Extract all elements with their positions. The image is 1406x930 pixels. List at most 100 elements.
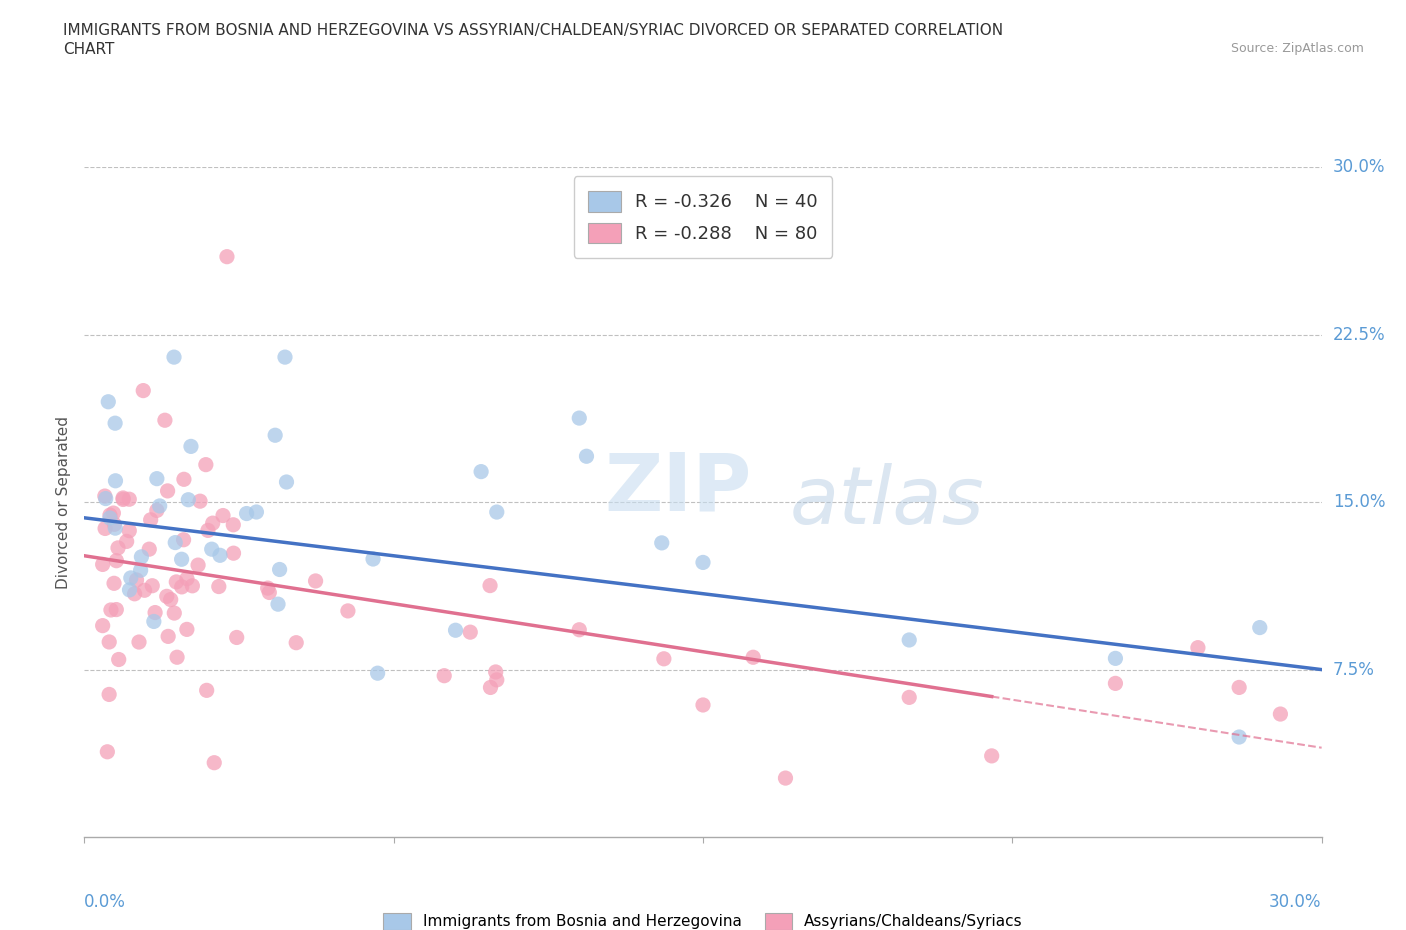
Text: 22.5%: 22.5% (1333, 326, 1385, 344)
Point (898, 690, 921, 705)
Point (103, 506, 125, 521)
Point (361, 551, 384, 566)
Point (107, 652, 129, 667)
Point (444, 623, 467, 638)
Point (170, 579, 193, 594)
Point (115, 534, 138, 549)
Point (276, 474, 298, 489)
Text: 0.0%: 0.0% (84, 893, 127, 910)
Point (259, 585, 281, 600)
Point (575, 449, 598, 464)
Point (212, 508, 235, 523)
Point (165, 575, 187, 590)
Point (208, 548, 231, 563)
Point (146, 503, 169, 518)
Point (1104, 676, 1126, 691)
Point (225, 630, 247, 644)
Point (775, 771, 797, 786)
Point (181, 578, 204, 593)
Point (104, 473, 127, 488)
Point (245, 505, 267, 520)
Point (652, 651, 675, 666)
Point (156, 484, 179, 498)
Point (980, 749, 1002, 764)
Point (94, 488, 117, 503)
Text: 15.0%: 15.0% (1333, 493, 1385, 512)
Point (166, 650, 188, 665)
Point (485, 505, 508, 520)
Text: CHART: CHART (63, 42, 115, 57)
Point (485, 672, 508, 687)
Point (104, 416, 127, 431)
Point (173, 532, 195, 547)
Point (97, 394, 120, 409)
Point (98, 508, 121, 523)
Point (1270, 707, 1292, 722)
Point (188, 494, 211, 509)
Point (91, 557, 114, 572)
Point (222, 517, 245, 532)
Y-axis label: Divorced or Separated: Divorced or Separated (56, 416, 72, 589)
Point (142, 614, 165, 629)
Text: 7.5%: 7.5% (1333, 660, 1375, 679)
Point (264, 428, 287, 443)
Point (103, 517, 125, 532)
Point (177, 492, 200, 507)
Point (107, 540, 129, 555)
Point (194, 458, 217, 472)
Text: atlas: atlas (790, 463, 984, 541)
Point (568, 411, 591, 426)
Point (128, 634, 150, 649)
Point (568, 622, 591, 637)
Point (153, 413, 176, 428)
Legend: Immigrants from Bosnia and Herzegovina, Assyrians/Chaldeans/Syriacs: Immigrants from Bosnia and Herzegovina, … (375, 905, 1031, 930)
Point (105, 602, 128, 617)
Point (285, 635, 308, 650)
Point (156, 589, 179, 604)
Point (159, 592, 181, 607)
Point (103, 576, 125, 591)
Point (134, 583, 156, 598)
Point (180, 439, 202, 454)
Point (692, 555, 714, 570)
Point (176, 622, 198, 637)
Point (94, 521, 117, 536)
Point (485, 665, 508, 680)
Point (433, 669, 456, 684)
Point (1227, 680, 1250, 695)
Point (1249, 620, 1271, 635)
Point (132, 383, 155, 398)
Point (104, 521, 127, 536)
Point (98, 634, 121, 649)
Point (163, 605, 186, 620)
Point (692, 698, 714, 712)
Point (651, 536, 673, 551)
Point (91, 618, 114, 633)
Point (208, 579, 231, 594)
Point (176, 571, 198, 586)
Point (256, 580, 278, 595)
Point (458, 625, 481, 640)
Point (479, 680, 502, 695)
Point (138, 541, 160, 556)
Point (1104, 651, 1126, 666)
Point (98, 511, 121, 525)
Point (112, 492, 135, 507)
Point (215, 249, 238, 264)
Point (742, 650, 765, 665)
Point (112, 490, 135, 505)
Point (149, 498, 172, 513)
Point (269, 562, 291, 577)
Point (470, 464, 492, 479)
Point (201, 516, 224, 531)
Point (124, 586, 146, 601)
Point (222, 546, 245, 561)
Point (157, 629, 180, 644)
Point (100, 603, 122, 618)
Point (96, 744, 118, 759)
Point (336, 604, 359, 618)
Point (146, 472, 169, 486)
Point (143, 605, 166, 620)
Point (479, 578, 502, 593)
Point (125, 573, 148, 588)
